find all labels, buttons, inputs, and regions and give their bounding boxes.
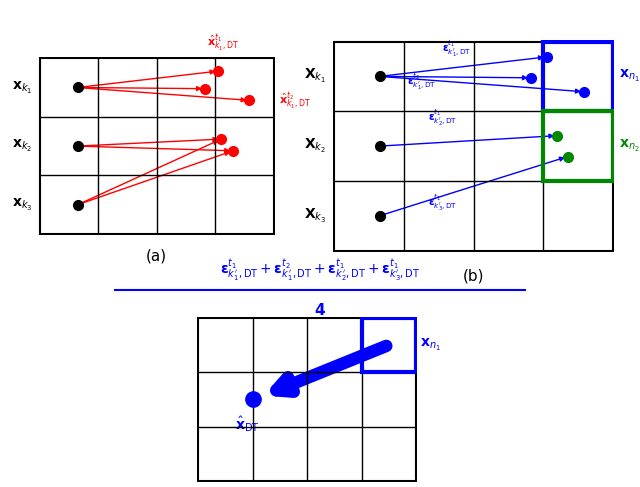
Text: $\mathbf{x}_{k_1}$: $\mathbf{x}_{k_1}$ bbox=[12, 79, 33, 95]
Text: $\hat{\mathbf{x}}^{t_1}_{k_1,\mathrm{DT}}$: $\hat{\mathbf{x}}^{t_1}_{k_1,\mathrm{DT}… bbox=[207, 33, 239, 54]
Bar bbox=[543, 111, 613, 181]
Text: $\mathbf{4}$: $\mathbf{4}$ bbox=[314, 302, 326, 318]
Text: $\hat{\mathbf{x}}_{\mathrm{DT}}$: $\hat{\mathbf{x}}_{\mathrm{DT}}$ bbox=[235, 414, 260, 434]
Text: $\mathbf{x}_{k_2}$: $\mathbf{x}_{k_2}$ bbox=[12, 138, 33, 154]
Text: $\boldsymbol{\varepsilon}^{t_2}_{k_1^{\prime},\mathrm{DT}}$: $\boldsymbol{\varepsilon}^{t_2}_{k_1^{\p… bbox=[408, 72, 436, 92]
Text: $\mathbf{x}_{n_1}$: $\mathbf{x}_{n_1}$ bbox=[619, 68, 639, 84]
Bar bbox=[362, 318, 416, 372]
Text: $\boldsymbol{\varepsilon}^{t_1}_{k_2^{\prime},\mathrm{DT}}$: $\boldsymbol{\varepsilon}^{t_1}_{k_2^{\p… bbox=[428, 108, 458, 128]
Text: (b): (b) bbox=[463, 268, 484, 283]
Text: (a): (a) bbox=[146, 249, 168, 263]
Text: $\hat{\mathbf{x}}^{t_2}_{k_1,\mathrm{DT}}$: $\hat{\mathbf{x}}^{t_2}_{k_1,\mathrm{DT}… bbox=[278, 90, 311, 111]
Text: $\boldsymbol{\varepsilon}^{t_1}_{k_1^{\prime},\mathrm{DT}} + \boldsymbol{\vareps: $\boldsymbol{\varepsilon}^{t_1}_{k_1^{\p… bbox=[220, 258, 420, 284]
Text: $\boldsymbol{\varepsilon}^{t_1}_{k_1^{\prime},\mathrm{DT}}$: $\boldsymbol{\varepsilon}^{t_1}_{k_1^{\p… bbox=[442, 38, 472, 58]
Text: $\mathbf{x}_{n_1}$: $\mathbf{x}_{n_1}$ bbox=[420, 337, 442, 353]
Text: $\boldsymbol{\varepsilon}^{t_1}_{k_3^{\prime},\mathrm{DT}}$: $\boldsymbol{\varepsilon}^{t_1}_{k_3^{\p… bbox=[428, 193, 458, 213]
Text: $\mathbf{x}_{n_2}$: $\mathbf{x}_{n_2}$ bbox=[619, 138, 639, 154]
Text: $\mathbf{X}_{k_2}$: $\mathbf{X}_{k_2}$ bbox=[304, 137, 326, 155]
Text: $\mathbf{x}_{k_3}$: $\mathbf{x}_{k_3}$ bbox=[12, 197, 33, 213]
Text: $\mathbf{X}_{k_1}$: $\mathbf{X}_{k_1}$ bbox=[304, 67, 326, 85]
Text: $\mathbf{X}_{k_3}$: $\mathbf{X}_{k_3}$ bbox=[303, 207, 326, 225]
Bar bbox=[543, 41, 613, 111]
